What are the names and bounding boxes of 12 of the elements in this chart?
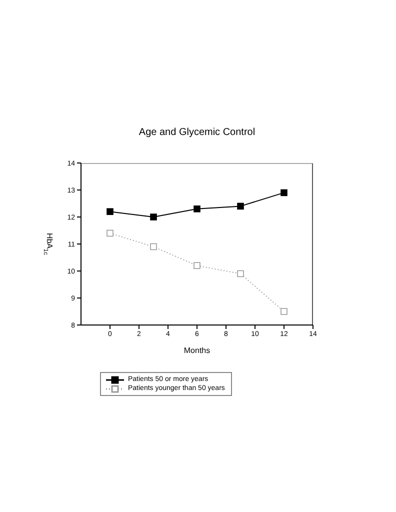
point [194, 262, 200, 269]
point [106, 208, 114, 215]
point [106, 230, 114, 237]
point [280, 189, 288, 196]
point [194, 206, 200, 212]
point [237, 270, 244, 278]
point [150, 214, 157, 220]
point [150, 243, 157, 250]
point [237, 202, 244, 210]
point [280, 308, 288, 315]
chart-title: Age and Glycemic Control [138, 127, 256, 138]
x-axis-title: Months [184, 346, 210, 355]
